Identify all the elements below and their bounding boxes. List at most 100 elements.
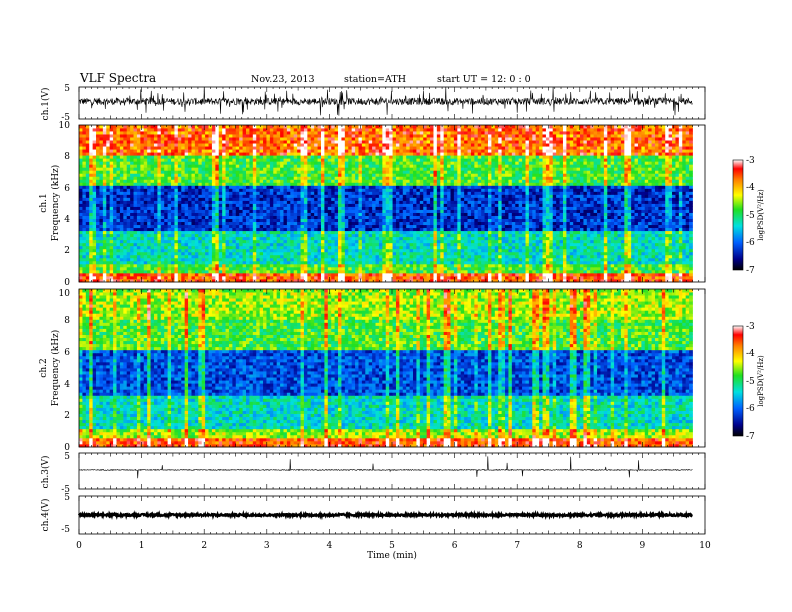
spec1-cell: [505, 245, 509, 250]
spec1-cell: [447, 278, 451, 283]
spec1-cell: [266, 260, 271, 265]
spec1-cell: [419, 254, 424, 259]
spec1-cell: [648, 245, 652, 250]
spec1-cell: [661, 227, 666, 232]
spec1-cell: [654, 239, 659, 244]
spec1-cell: [79, 206, 83, 210]
spec1-cell: [201, 254, 206, 259]
spec1-cell: [402, 251, 407, 256]
spec1-cell: [535, 266, 540, 271]
spec1-cell: [232, 266, 237, 271]
spec1-cell: [494, 248, 499, 253]
spec1-cell: [116, 218, 121, 223]
spec1-cell: [508, 221, 513, 226]
spec1-cell: [511, 245, 516, 250]
spec1-cell: [460, 206, 465, 210]
spec1-cell: [559, 209, 564, 213]
spec1-cell: [460, 203, 465, 207]
spec1-cell: [528, 209, 533, 213]
spec1-cell: [682, 275, 687, 280]
spec1-cell: [470, 221, 475, 226]
spec1-cell: [269, 203, 274, 207]
spec1-cell: [470, 230, 475, 235]
spec1-cell: [283, 221, 288, 226]
spec1-cell: [119, 251, 124, 256]
spec1-cell: [331, 215, 336, 219]
spec1-cell: [532, 224, 537, 229]
spec1-cell: [259, 278, 264, 283]
spec1-cell: [211, 245, 216, 250]
spec1-cell: [79, 272, 83, 277]
spec1-cell: [266, 221, 271, 226]
spec1-cell: [395, 209, 400, 213]
spec1-cell: [96, 239, 100, 244]
spec1-cell: [116, 209, 121, 213]
spec1-cell: [498, 221, 503, 226]
spec1-cell: [641, 203, 646, 207]
spec1-cell: [672, 206, 676, 210]
spec1-cell: [549, 269, 554, 274]
spec1-cell: [464, 278, 468, 283]
spec1-cell: [324, 236, 329, 241]
spec1-cell: [208, 248, 213, 253]
spec1-cell: [123, 227, 128, 232]
spec1-cell: [194, 269, 199, 274]
spec1-cell: [624, 272, 629, 277]
spec1-cell: [491, 251, 496, 256]
spec1-cell: [470, 212, 475, 216]
spec1-cell: [631, 230, 635, 235]
spec1-cell: [413, 218, 417, 223]
spec1-cell: [651, 254, 656, 259]
spec1-cell: [549, 266, 554, 271]
spec1-cell: [539, 251, 543, 256]
spec1-cell: [440, 254, 445, 259]
spec1-cell: [385, 275, 390, 280]
spec1-cell: [177, 200, 182, 204]
spec1-cell: [522, 230, 526, 235]
spec1-cell: [545, 257, 550, 262]
spec1-cell: [263, 242, 267, 247]
spec1-cell: [641, 221, 646, 226]
spec1-cell: [338, 269, 342, 274]
spec1-cell: [198, 251, 203, 256]
spec1-cell: [375, 272, 380, 277]
spec1-cell: [566, 227, 571, 232]
spec1-cell: [160, 206, 165, 210]
spec1-cell: [440, 206, 445, 210]
spec1-cell: [222, 212, 226, 216]
spec1-cell: [194, 260, 199, 265]
spec1-cell: [269, 215, 274, 219]
spec1-cell: [430, 260, 434, 265]
spec1-cell: [389, 200, 393, 204]
spec1-cell: [559, 230, 564, 235]
spec1-cell: [576, 266, 581, 271]
spec1-cell: [518, 212, 523, 216]
spec1-cell: [249, 224, 254, 229]
spec1-cell: [160, 230, 165, 235]
spec1-cell: [188, 278, 192, 283]
spec1-cell: [443, 233, 448, 238]
spec1-cell: [256, 203, 261, 207]
spec1-cell: [283, 212, 288, 216]
spec1-cell: [580, 215, 584, 219]
spec1-cell: [494, 236, 499, 241]
spec1-cell: [549, 278, 554, 283]
spec1-cell: [222, 236, 226, 241]
spec1-cell: [355, 209, 359, 213]
spec1-cell: [119, 215, 124, 219]
spec1-cell: [675, 215, 680, 219]
spec1-cell: [99, 266, 104, 271]
spec1-cell: [286, 203, 291, 207]
spec1-cell: [280, 224, 284, 229]
spec1-cell: [126, 248, 131, 253]
spec1-cell: [556, 242, 560, 247]
spec1-cell: [106, 236, 111, 241]
spec1-cell: [82, 248, 87, 253]
spec1-cell: [263, 233, 267, 238]
spec1-cell: [327, 206, 332, 210]
spec1-cell: [641, 212, 646, 216]
spec1-cell: [518, 236, 523, 241]
spec1-cell: [378, 245, 383, 250]
spec1-cell: [290, 248, 295, 253]
spec1-cell: [273, 230, 278, 235]
